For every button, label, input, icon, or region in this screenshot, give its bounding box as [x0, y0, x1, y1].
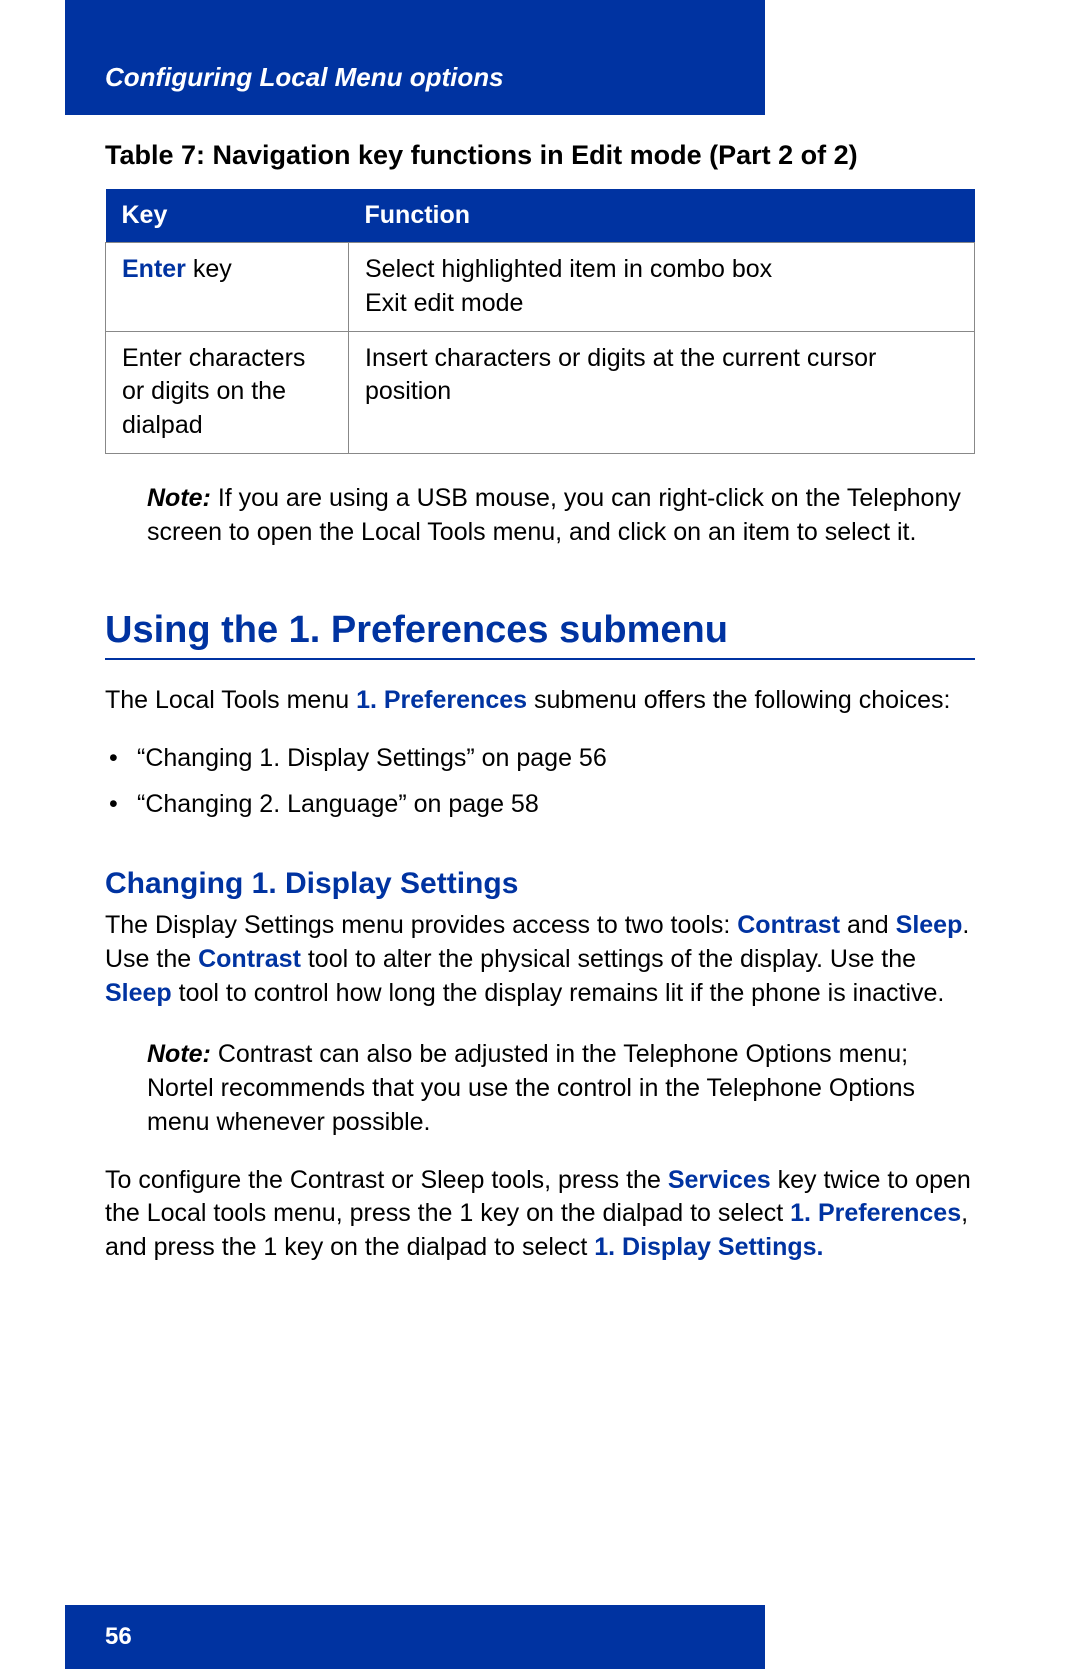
- document-page: Configuring Local Menu options Table 7: …: [0, 0, 1080, 1669]
- intro-pre: The Local Tools menu: [105, 686, 356, 714]
- text-run: To configure the Contrast or Sleep tools…: [105, 1166, 668, 1194]
- text-bold: Contrast: [198, 945, 301, 973]
- note-text: If you are using a USB mouse, you can ri…: [147, 484, 961, 546]
- display-settings-paragraph: The Display Settings menu provides acces…: [105, 909, 975, 1010]
- intro-post: submenu offers the following choices:: [527, 686, 950, 714]
- note-label: Note:: [147, 1040, 211, 1068]
- note-text: Contrast can also be adjusted in the Tel…: [147, 1040, 915, 1136]
- list-item: “Changing 2. Language” on page 58: [105, 786, 975, 824]
- config-paragraph: To configure the Contrast or Sleep tools…: [105, 1164, 975, 1265]
- functions-table: Key Function Enter key Select highlighte…: [105, 189, 975, 454]
- table-row: Enter characters or digits on the dialpa…: [106, 331, 975, 453]
- key-rest: key: [186, 255, 232, 283]
- subsection-heading: Changing 1. Display Settings: [105, 867, 975, 901]
- table-row: Enter key Select highlighted item in com…: [106, 243, 975, 332]
- list-item: “Changing 1. Display Settings” on page 5…: [105, 740, 975, 778]
- table-col-key: Key: [106, 189, 349, 243]
- text-bold: Sleep: [896, 911, 963, 939]
- footer-band: 56: [65, 1605, 765, 1669]
- intro-paragraph: The Local Tools menu 1. Preferences subm…: [105, 684, 975, 718]
- table-cell-function: Select highlighted item in combo box Exi…: [349, 243, 975, 332]
- text-run: The Display Settings menu provides acces…: [105, 911, 737, 939]
- table-cell-key: Enter key: [106, 243, 349, 332]
- text-bold: 1. Display Settings.: [594, 1233, 823, 1261]
- text-bold: Sleep: [105, 979, 172, 1007]
- note-label: Note:: [147, 484, 211, 512]
- text-run: and: [840, 911, 896, 939]
- header-title: Configuring Local Menu options: [105, 62, 504, 92]
- text-run: tool to alter the physical settings of t…: [301, 945, 916, 973]
- table-caption: Table 7: Navigation key functions in Edi…: [105, 140, 975, 171]
- note-block: Note: Contrast can also be adjusted in t…: [147, 1038, 975, 1139]
- table-header-row: Key Function: [106, 189, 975, 243]
- text-bold: Contrast: [737, 911, 840, 939]
- function-line: Select highlighted item in combo box: [365, 255, 772, 283]
- intro-bold: 1. Preferences: [356, 686, 527, 714]
- function-line: Exit edit mode: [365, 289, 523, 317]
- table-col-function: Function: [349, 189, 975, 243]
- content-area: Table 7: Navigation key functions in Edi…: [105, 140, 975, 1265]
- text-run: tool to control how long the display rem…: [172, 979, 945, 1007]
- table-cell-function: Insert characters or digits at the curre…: [349, 331, 975, 453]
- section-heading: Using the 1. Preferences submenu: [105, 609, 975, 660]
- text-bold: 1. Preferences: [790, 1199, 961, 1227]
- bullet-list: “Changing 1. Display Settings” on page 5…: [105, 740, 975, 823]
- note-block: Note: If you are using a USB mouse, you …: [147, 482, 975, 550]
- page-number: 56: [105, 1623, 132, 1650]
- text-bold: Services: [668, 1166, 771, 1194]
- header-band: Configuring Local Menu options: [65, 0, 765, 115]
- table-cell-key: Enter characters or digits on the dialpa…: [106, 331, 349, 453]
- key-name: Enter: [122, 255, 186, 283]
